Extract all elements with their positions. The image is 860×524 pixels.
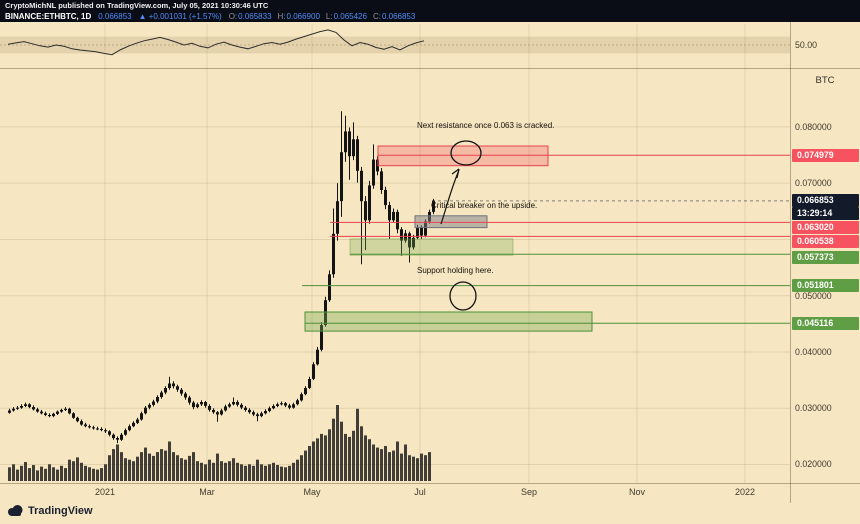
resistance-zone[interactable] bbox=[377, 145, 549, 167]
rsi-pane bbox=[0, 29, 790, 56]
support-zone-1[interactable] bbox=[349, 238, 514, 256]
time-tick-label[interactable]: May bbox=[303, 487, 321, 497]
rsi-axis-tick[interactable]: 50.00 bbox=[795, 40, 818, 50]
separators-layer bbox=[0, 22, 860, 503]
ohlc-label: C: bbox=[372, 11, 381, 21]
ohlc-value: 0.066853 bbox=[381, 11, 416, 21]
time-tick-label[interactable]: Sep bbox=[520, 487, 538, 497]
price-tick-label[interactable]: 0.040000 bbox=[795, 347, 832, 357]
ohlc-values: O:0.065833 H:0.066900 L:0.065426 C:0.066853 bbox=[229, 12, 416, 22]
rsi-line bbox=[7, 29, 425, 56]
resistance-circle bbox=[450, 140, 482, 166]
ohlc-item: H:0.066900 bbox=[278, 12, 320, 22]
price-label-chip-green: 0.045116 bbox=[792, 316, 859, 330]
ohlc-item: L:0.065426 bbox=[326, 12, 367, 22]
price-tick-label[interactable]: 0.070000 bbox=[795, 178, 832, 188]
price-change: ▲ +0.001031 (+1.57%) bbox=[138, 11, 222, 21]
ohlc-item: C:0.066853 bbox=[373, 12, 415, 22]
support-circle bbox=[449, 281, 477, 311]
breaker-box[interactable] bbox=[414, 215, 488, 229]
grid-layer bbox=[0, 24, 790, 483]
symbol-title[interactable]: BINANCE:ETHBTC, 1D bbox=[5, 11, 92, 21]
price-tick-label[interactable]: 0.080000 bbox=[795, 122, 832, 132]
time-tick-label[interactable]: 2022 bbox=[734, 487, 756, 497]
support-zone-2[interactable] bbox=[304, 311, 593, 332]
time-tick-label[interactable]: 2021 bbox=[94, 487, 116, 497]
resistance-annotation[interactable]: Next resistance once 0.063 is cracked. bbox=[417, 121, 555, 130]
ohlc-value: 0.065426 bbox=[333, 11, 367, 21]
ohlc-value: 0.066900 bbox=[286, 11, 320, 21]
breaker-annotation[interactable]: Critical breaker on the upside. bbox=[431, 201, 538, 210]
price-label-chip-red: 0.060538 bbox=[792, 234, 859, 248]
ohlc-label: O: bbox=[228, 11, 238, 21]
levels-layer bbox=[302, 154, 790, 324]
price-label-chip-green: 0.051801 bbox=[792, 279, 859, 293]
price-label-chip-red: 0.074979 bbox=[792, 148, 859, 162]
publish-bar: CryptoMichNL published on TradingView.co… bbox=[0, 0, 860, 11]
publish-text: CryptoMichNL published on TradingView.co… bbox=[5, 1, 269, 10]
ohlc-label: L: bbox=[325, 11, 333, 21]
time-tick-label[interactable]: Jul bbox=[414, 487, 426, 497]
bar-countdown-chip: 13:29:14 bbox=[792, 207, 859, 221]
zones-layer bbox=[304, 145, 593, 332]
price-tick-label[interactable]: 0.020000 bbox=[795, 459, 832, 469]
hand-drawings[interactable] bbox=[440, 140, 482, 311]
ohlc-label: H: bbox=[277, 11, 286, 21]
price-label-chip-green: 0.057373 bbox=[792, 250, 859, 264]
support-annotation[interactable]: Support holding here. bbox=[417, 266, 494, 275]
last-price-value: 0.066853 bbox=[98, 11, 132, 21]
arrow-to-resistance bbox=[440, 169, 460, 225]
tradingview-watermark[interactable]: TradingView bbox=[7, 504, 93, 517]
price-axis-unit: BTC bbox=[815, 75, 835, 86]
price-tick-label[interactable]: 0.030000 bbox=[795, 403, 832, 413]
volume-layer bbox=[8, 405, 431, 481]
price-label-chip-red: 0.063020 bbox=[792, 220, 859, 234]
price-tick-label[interactable]: 0.050000 bbox=[795, 291, 832, 301]
price-label-chip-last: 0.066853 bbox=[792, 194, 859, 208]
time-tick-label[interactable]: Mar bbox=[199, 487, 215, 497]
tradingview-cloud-icon bbox=[8, 505, 23, 516]
snapshot-header: CryptoMichNL published on TradingView.co… bbox=[0, 0, 860, 22]
tradingview-wordmark: TradingView bbox=[28, 504, 93, 517]
time-tick-label[interactable]: Nov bbox=[628, 487, 646, 497]
ohlc-item: O:0.065833 bbox=[229, 12, 272, 22]
symbol-bar: BINANCE:ETHBTC, 1D 0.066853 ▲ +0.001031 … bbox=[0, 11, 860, 22]
ohlc-value: 0.065833 bbox=[238, 11, 272, 21]
candles-layer bbox=[8, 111, 435, 444]
